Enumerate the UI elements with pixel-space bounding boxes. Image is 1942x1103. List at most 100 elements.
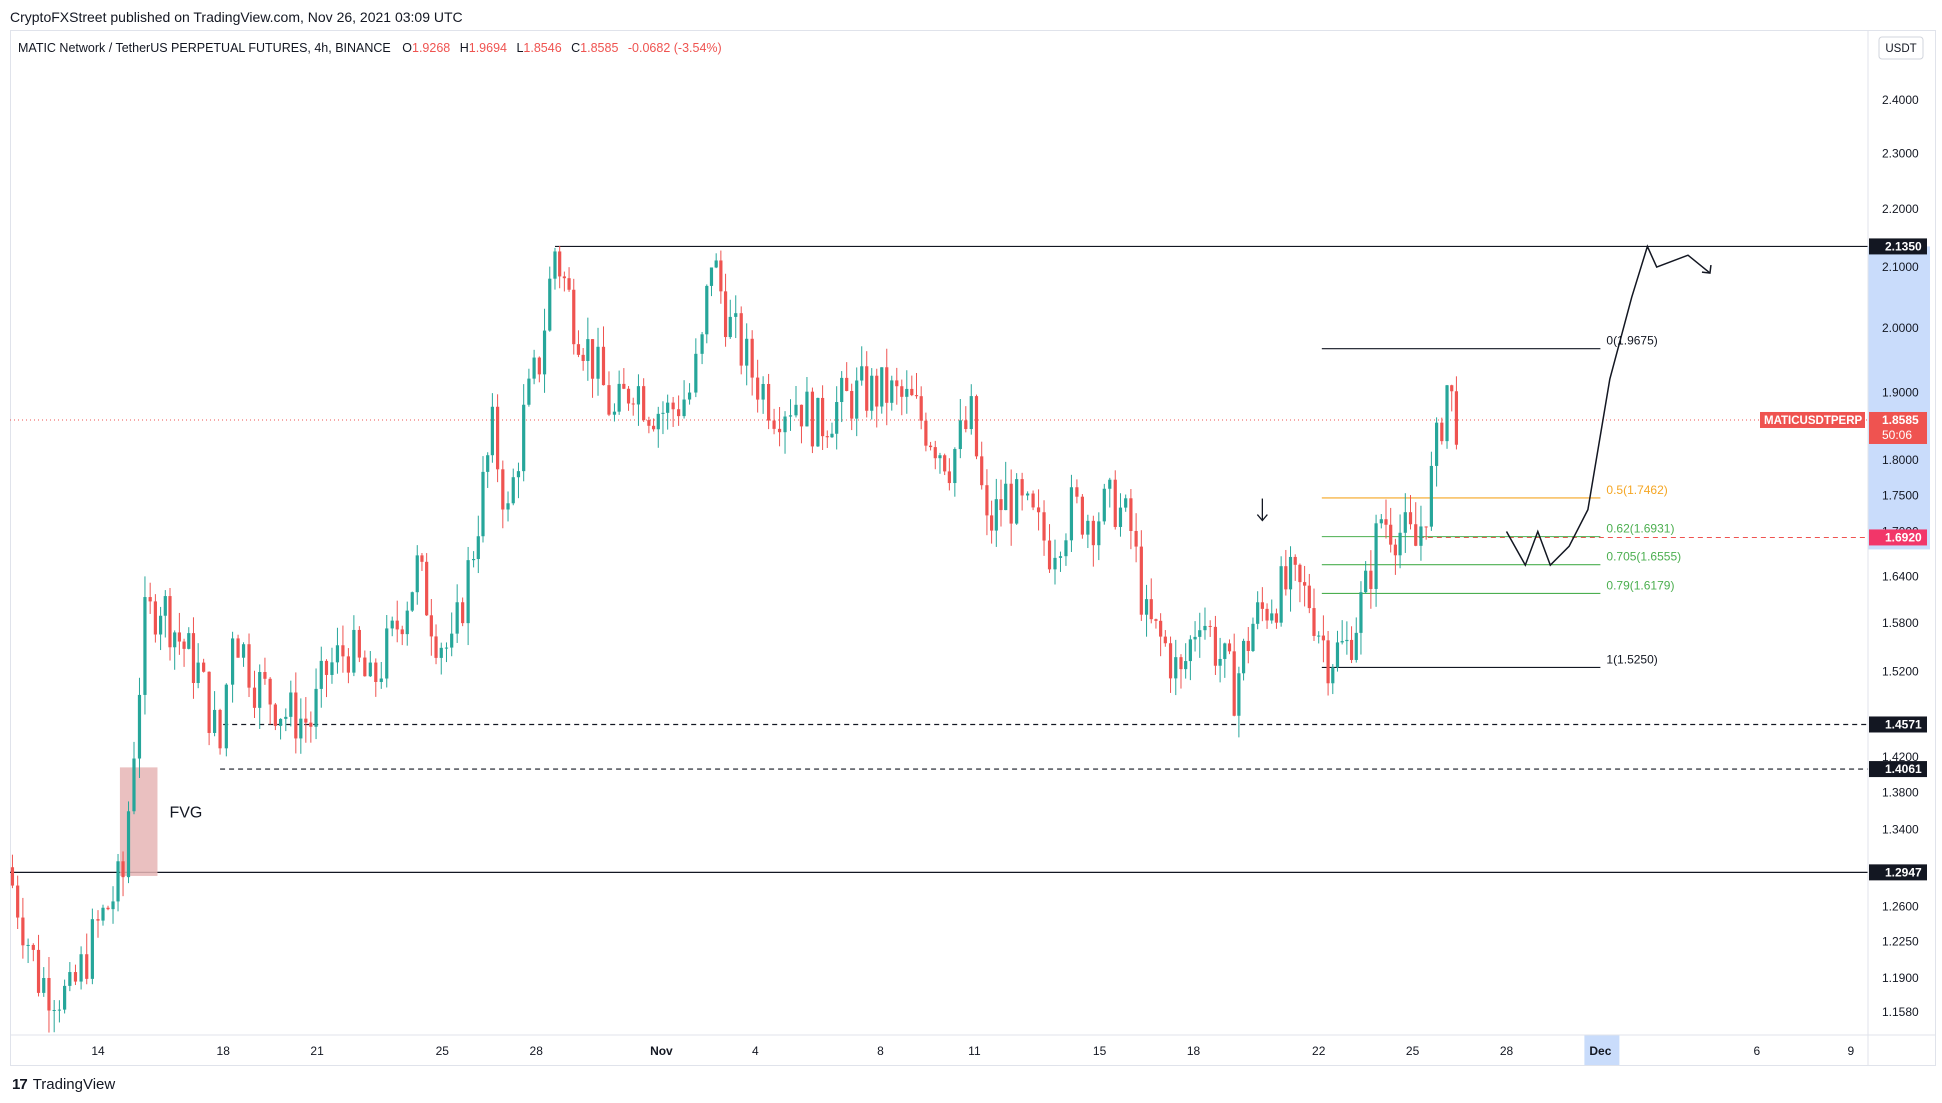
candle-body	[390, 620, 394, 629]
price-axis-highlight	[1868, 246, 1930, 550]
candle-body	[553, 251, 557, 279]
tradingview-logo[interactable]: 17 TradingView	[12, 1076, 115, 1093]
candle-body	[385, 628, 389, 679]
candle-body	[357, 629, 361, 658]
candle-body	[860, 366, 864, 381]
candle-body	[420, 555, 424, 562]
close-label: C	[571, 41, 580, 55]
price-tick-label: 2.4000	[1882, 93, 1919, 107]
candle-body	[1139, 546, 1143, 615]
countdown-tag: 50:06	[1882, 428, 1912, 442]
currency-selector[interactable]: USDT	[1878, 36, 1924, 60]
candle-body	[933, 447, 937, 459]
candle-body	[647, 420, 651, 426]
candle-body	[230, 638, 235, 685]
candle-body	[410, 592, 414, 611]
candle-body	[728, 316, 732, 338]
candle-body	[1086, 520, 1090, 535]
candle-body	[490, 406, 494, 456]
candle-body	[516, 471, 521, 478]
open-label: O	[402, 41, 412, 55]
candle-body	[850, 390, 854, 419]
candle-body	[810, 391, 815, 447]
candle-body	[461, 602, 465, 624]
time-tick-label: 28	[530, 1044, 544, 1058]
price-tick-label: 1.5200	[1882, 665, 1919, 679]
candle-body	[1398, 532, 1402, 556]
candle-body	[247, 644, 251, 688]
candle-body	[1193, 636, 1197, 640]
candle-body	[1154, 619, 1158, 621]
candle-body	[429, 615, 433, 637]
candle-body	[642, 386, 646, 421]
candle-body	[341, 645, 345, 657]
time-axis[interactable]: 14 18 21 25 28 Nov 4 8 11 15 18 22 25 28 Dec 6 9	[91, 1044, 1854, 1058]
candle-body	[1450, 385, 1454, 392]
candle-body	[924, 420, 928, 446]
candle-body	[1284, 566, 1288, 590]
close-value: 1.8585	[580, 41, 618, 55]
fib-label: 0.705(1.6555)	[1606, 550, 1681, 564]
candle-body	[405, 610, 409, 635]
candle-body	[980, 456, 984, 486]
candle-body	[905, 388, 909, 397]
candle-body	[1359, 592, 1363, 633]
candle-body	[562, 276, 566, 279]
current-price-tag-bg	[1869, 411, 1927, 444]
candle-body	[73, 972, 78, 982]
candle-body	[1208, 625, 1212, 627]
candle-body	[1440, 422, 1444, 442]
candle-body	[1075, 487, 1079, 497]
candle-body	[651, 425, 656, 430]
candle-body	[330, 662, 334, 675]
alert-price-tag-bg	[1869, 529, 1927, 546]
candle-body	[455, 602, 459, 634]
high-label: H	[460, 41, 469, 55]
candle-body	[756, 377, 760, 400]
candle-body	[352, 629, 356, 673]
candle-body	[111, 901, 115, 910]
candle-body	[506, 503, 510, 510]
candle-body	[1265, 608, 1269, 621]
candle-body	[835, 402, 839, 434]
candle-body	[783, 416, 787, 433]
candle-body	[590, 339, 595, 379]
chart-frame[interactable]	[10, 30, 1936, 1066]
candle-body	[607, 385, 611, 415]
candle-body	[969, 396, 973, 430]
current-price-tag: 1.8585	[1882, 413, 1919, 427]
candle-body	[1091, 520, 1095, 546]
candle-body	[794, 404, 798, 416]
candle-body	[1036, 507, 1041, 513]
candle-body	[1251, 623, 1255, 651]
price-tick-label: 1.3800	[1882, 786, 1919, 800]
candle-body	[1379, 519, 1383, 524]
candle-body	[622, 383, 626, 389]
candle-body	[1227, 643, 1232, 652]
level-price-tag: 2.1350	[1885, 239, 1922, 253]
candle-body	[1237, 673, 1241, 716]
candle-body	[522, 404, 526, 472]
candle-body	[1298, 564, 1302, 583]
candle-body	[1331, 667, 1335, 684]
candle-body	[1335, 642, 1340, 668]
candle-body	[805, 391, 809, 427]
low-label: L	[516, 41, 523, 55]
candle-body	[928, 445, 933, 448]
price-tick-label: 1.4200	[1882, 750, 1919, 764]
candle-body	[368, 662, 372, 677]
candle-body	[985, 485, 989, 516]
down-arrow-icon	[1256, 498, 1268, 522]
candle-body	[870, 375, 874, 411]
candle-body	[953, 449, 957, 484]
candle-body	[875, 375, 879, 407]
candle-body	[880, 367, 884, 407]
projection-path	[1505, 244, 1711, 567]
candle-body	[57, 1009, 61, 1011]
candle-body	[495, 406, 500, 470]
candle-body	[476, 536, 480, 560]
candle-body	[1374, 523, 1378, 589]
price-tick-label: 2.2000	[1882, 202, 1919, 216]
candle-body	[671, 402, 675, 410]
